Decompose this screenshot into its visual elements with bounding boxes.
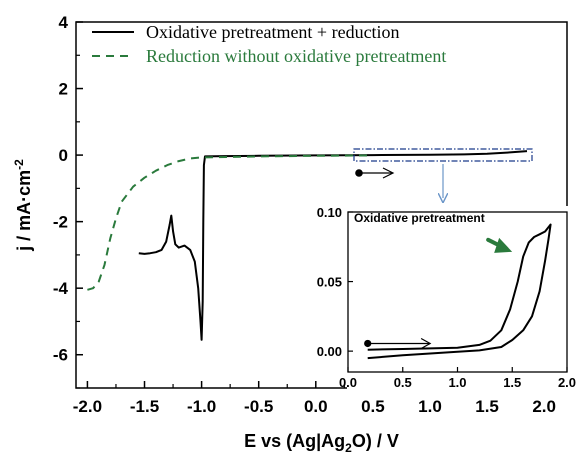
x-tick-label: 2.0 — [532, 397, 556, 416]
inset-y-tick-label: 0.10 — [317, 205, 342, 220]
x-axis-title: E vs (Ag|Ag2O) / V — [244, 431, 399, 455]
x-tick-label: -0.5 — [244, 397, 273, 416]
y-tick-label: -4 — [53, 279, 69, 298]
series-line-reduction — [87, 154, 373, 291]
highlight-arrow-head — [494, 237, 513, 253]
y-tick-label: -6 — [53, 346, 68, 365]
x-tick-label: -1.0 — [187, 397, 216, 416]
x-tick-label: 1.0 — [418, 397, 442, 416]
y-axis-title: j / mA·cm-2 — [12, 159, 34, 252]
y-tick-label: -2 — [53, 213, 68, 232]
inset-series-line — [367, 223, 552, 360]
inset-x-tick-label: 0.5 — [394, 375, 412, 390]
zoom-region-box — [353, 148, 533, 162]
x-tick-label: -1.5 — [130, 397, 159, 416]
x-tick-label: -2.0 — [73, 397, 102, 416]
series-line-oxidative — [138, 150, 528, 341]
legend-label: Reduction without oxidative pretreatment — [146, 46, 446, 66]
x-tick-label: 0.5 — [361, 397, 385, 416]
plot-frame — [75, 21, 568, 389]
inset-y-tick-label: 0.05 — [317, 275, 342, 290]
inset-x-tick-label: 0.0 — [339, 375, 357, 390]
y-tick-label: 0 — [59, 146, 68, 165]
y-tick-label: 2 — [59, 80, 68, 99]
inset-x-tick-label: 1.5 — [503, 375, 521, 390]
inset-title: Oxidative pretreatment — [354, 211, 485, 225]
legend-label: Oxidative pretreatment + reduction — [146, 22, 400, 42]
inset-scan-direction-arrowhead — [420, 337, 432, 350]
x-tick-label: 1.5 — [475, 397, 499, 416]
inset-y-tick-label: 0.00 — [317, 344, 342, 359]
y-tick-label: 4 — [59, 13, 69, 32]
inset-x-tick-label: 1.0 — [448, 375, 466, 390]
inset-background — [347, 206, 568, 396]
inset-x-tick-label: 2.0 — [558, 375, 576, 390]
x-tick-label: 0.0 — [304, 397, 328, 416]
scan-direction-arrowhead — [382, 167, 395, 179]
